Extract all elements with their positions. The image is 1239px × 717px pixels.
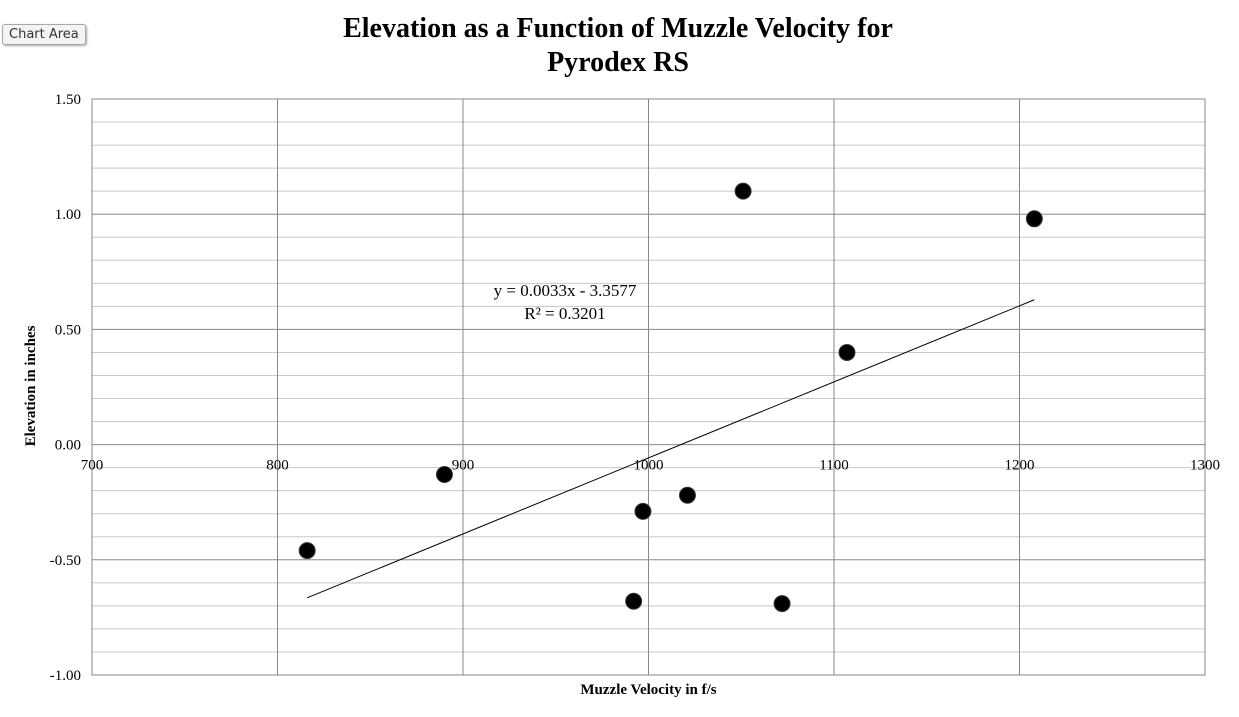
x-tick-label: 1200 xyxy=(1005,458,1035,474)
data-point xyxy=(838,343,856,361)
x-axis-tick-labels: 700 800 900 1000 1100 1200 1300 xyxy=(81,458,1220,474)
y-tick-label: 1.50 xyxy=(55,92,81,108)
chart-title-line-2: Pyrodex RS xyxy=(547,47,689,78)
x-tick-label: 1000 xyxy=(634,458,664,474)
data-point xyxy=(625,592,643,610)
data-point xyxy=(435,466,453,484)
data-point xyxy=(1025,210,1043,228)
major-gridlines xyxy=(91,98,1206,676)
chart-title: Elevation as a Function of Muzzle Veloci… xyxy=(250,12,986,80)
x-tick-label: 1100 xyxy=(819,458,848,474)
y-tick-label: -0.50 xyxy=(50,553,81,569)
plot-border xyxy=(91,98,1206,676)
x-tick-label: 700 xyxy=(81,458,104,474)
trendline-equation-label: y = 0.0033x - 3.3577 xyxy=(494,281,637,300)
data-points xyxy=(298,182,1043,613)
x-tick-label: 800 xyxy=(266,458,289,474)
y-axis-tick-labels: -1.00 -0.50 0.00 0.50 1.00 1.50 xyxy=(50,92,81,684)
data-point xyxy=(734,182,752,200)
y-tick-label: 0.00 xyxy=(55,438,81,454)
y-axis-label: Elevation in inches xyxy=(23,325,39,446)
x-tick-label: 1300 xyxy=(1190,458,1220,474)
chart-area-label[interactable]: Chart Area xyxy=(2,24,86,45)
trendline xyxy=(306,299,1035,599)
data-point xyxy=(678,486,696,504)
data-point xyxy=(773,595,791,613)
y-tick-label: 0.50 xyxy=(55,322,81,338)
y-tick-label: 1.00 xyxy=(55,207,81,223)
data-point xyxy=(634,502,652,520)
chart-title-line-1: Elevation as a Function of Muzzle Veloci… xyxy=(343,13,893,44)
x-axis-label: Muzzle Velocity in f/s xyxy=(580,682,716,698)
y-tick-label: -1.00 xyxy=(50,668,81,684)
trendline-r2-label: R² = 0.3201 xyxy=(524,304,605,323)
data-point xyxy=(298,542,316,560)
x-tick-label: 900 xyxy=(452,458,475,474)
